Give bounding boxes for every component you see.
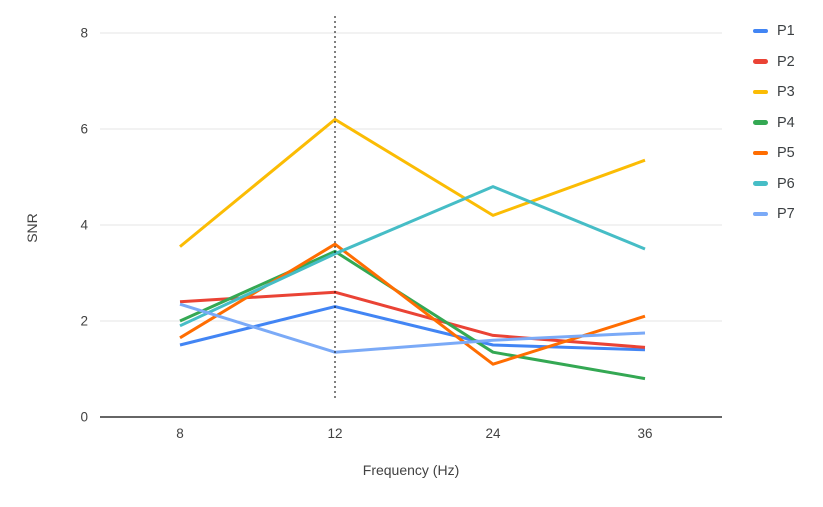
series-line-p3 — [179, 117, 646, 248]
x-tick-labels: 8 12 24 36 — [176, 426, 652, 441]
series-line-p1 — [179, 305, 646, 352]
legend-label: P7 — [777, 206, 795, 222]
x-axis-title: Frequency (Hz) — [363, 462, 459, 478]
legend-label: P5 — [777, 145, 795, 161]
legend-label: P2 — [777, 53, 795, 70]
series-line-p4 — [179, 249, 646, 381]
y-tick-label: 4 — [80, 218, 88, 233]
y-tick-label: 0 — [80, 410, 88, 425]
series-lines — [179, 117, 646, 381]
y-tick-label: 6 — [80, 122, 88, 137]
legend-item-p2[interactable]: P2 — [753, 53, 795, 71]
legend-item-p7[interactable]: P7 — [753, 205, 795, 223]
legend-swatch-p5 — [753, 150, 768, 156]
legend-swatch-p6 — [753, 181, 768, 186]
x-tick-label: 8 — [176, 426, 184, 441]
y-tick-label: 2 — [80, 314, 88, 329]
gridlines — [100, 32, 722, 418]
legend-item-p1[interactable]: P1 — [753, 22, 795, 40]
legend-item-p3[interactable]: P3 — [753, 83, 795, 101]
y-tick-label: 8 — [80, 26, 88, 41]
legend-label: P6 — [777, 175, 795, 192]
legend-item-p6[interactable]: P6 — [753, 175, 795, 193]
legend-swatch-p1 — [753, 28, 768, 34]
legend-swatch-p3 — [753, 89, 768, 95]
legend-item-p4[interactable]: P4 — [753, 114, 795, 132]
x-tick-label: 12 — [327, 426, 342, 441]
legend-swatch-p2 — [753, 59, 768, 64]
y-axis-title: SNR — [24, 213, 40, 243]
series-line-p6 — [179, 185, 646, 328]
x-tick-label: 24 — [485, 426, 501, 441]
x-tick-label: 36 — [637, 426, 652, 441]
legend-label: P4 — [777, 114, 795, 131]
legend-label: P1 — [777, 23, 795, 39]
legend-swatch-p4 — [753, 120, 768, 125]
legend: P1 P2 P3 P4 P5 P6 P7 — [753, 22, 795, 236]
legend-label: P3 — [777, 84, 795, 100]
legend-swatch-p7 — [753, 211, 768, 217]
y-tick-labels: 0 2 4 6 8 — [80, 26, 88, 425]
series-line-p7 — [179, 302, 646, 354]
legend-item-p5[interactable]: P5 — [753, 144, 795, 162]
